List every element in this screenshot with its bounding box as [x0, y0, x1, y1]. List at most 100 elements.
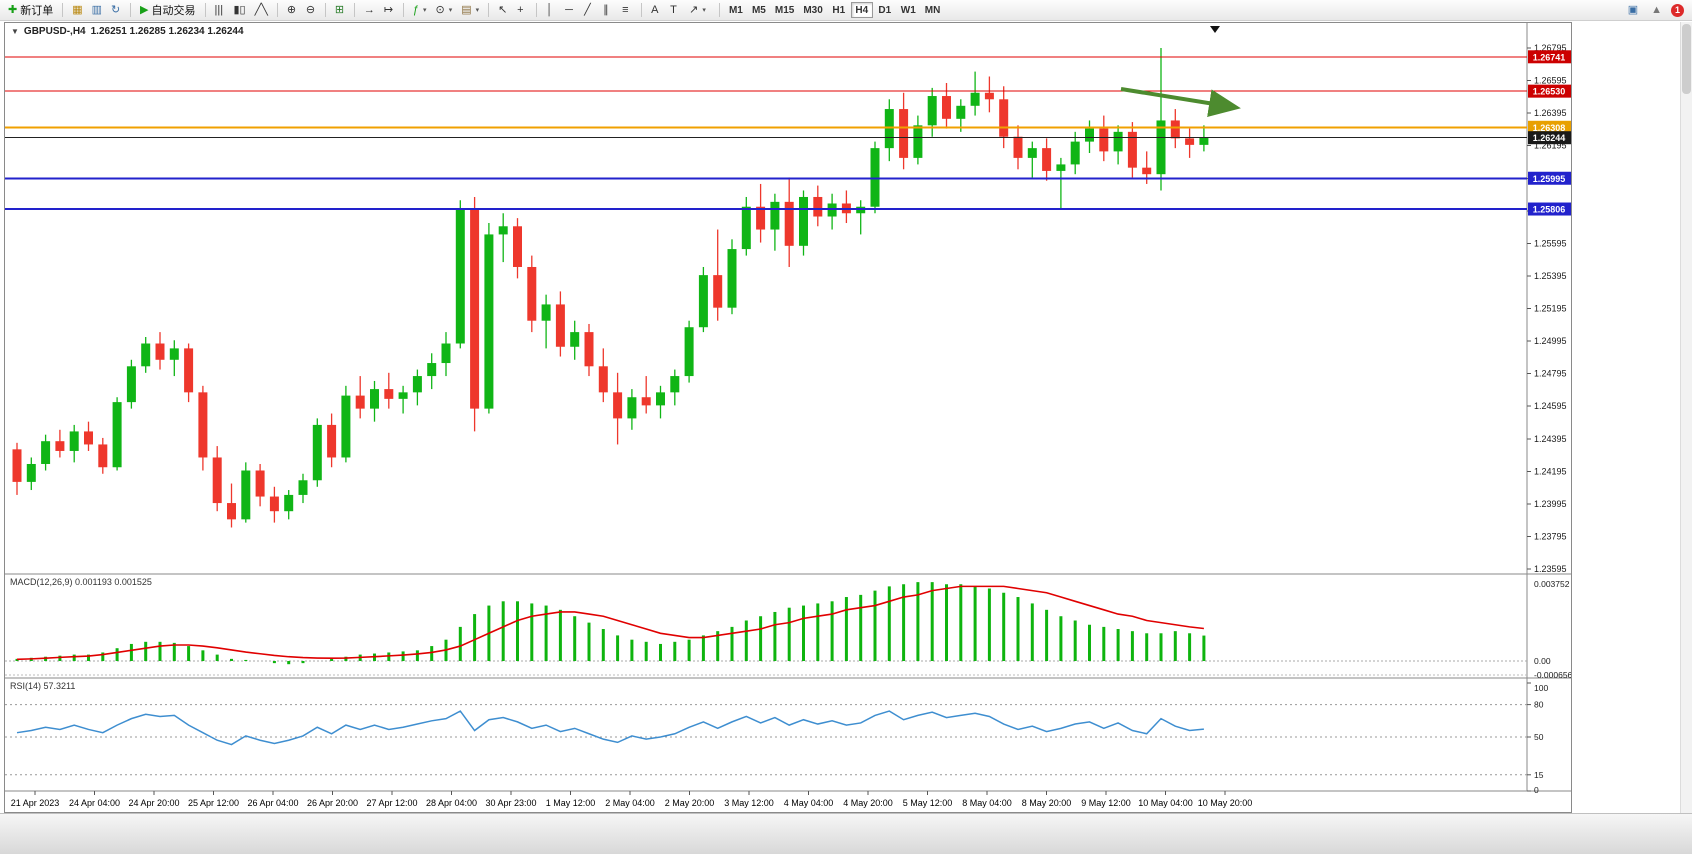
- line-chart-type-button[interactable]: ╱╲: [251, 1, 272, 19]
- profiles-button[interactable]: ▥: [88, 1, 106, 19]
- price-badge: [1528, 84, 1571, 98]
- arrows-button[interactable]: ↗ ▾: [685, 1, 710, 19]
- crosshair-button[interactable]: +: [513, 1, 531, 19]
- panel-toggle-button[interactable]: ▣: [1624, 1, 1642, 19]
- toolbar-separator: [62, 3, 64, 17]
- symbol-title: GBPUSD-,H4: [23, 26, 86, 37]
- macd-axis-label: -0.000656: [1534, 670, 1571, 680]
- price-badge-label: 1.25995: [1533, 174, 1566, 184]
- toolbar-separator: [204, 3, 206, 17]
- new-order-button[interactable]: ✚ 新订单: [4, 1, 57, 19]
- text-label-button[interactable]: T: [666, 1, 684, 19]
- timeframe-m15-button[interactable]: M15: [771, 2, 798, 18]
- price-tick-label: 1.24795: [1534, 369, 1567, 379]
- timeframe-h4-button[interactable]: H4: [850, 2, 873, 18]
- candle-bullish: [169, 348, 179, 360]
- candle-bearish: [384, 389, 394, 399]
- alerts-button[interactable]: ▲: [1647, 1, 1666, 19]
- candle-bullish: [412, 376, 422, 393]
- cursor-button[interactable]: ↖: [494, 1, 512, 19]
- candle-bullish: [1199, 137, 1209, 145]
- fibonacci-button[interactable]: ≡: [618, 1, 636, 19]
- templates-caret-icon[interactable]: ▾: [475, 7, 480, 14]
- line-chart-type-icon: ╱╲: [254, 3, 268, 16]
- trendline-button[interactable]: ╱: [580, 1, 598, 19]
- time-tick-label: 3 May 12:00: [724, 798, 774, 808]
- scrollbar-thumb[interactable]: [1682, 24, 1691, 94]
- candle-bearish: [470, 209, 480, 409]
- time-tick-label: 26 Apr 04:00: [247, 798, 298, 808]
- status-strip: [0, 813, 1692, 854]
- candle-bullish: [1056, 164, 1066, 171]
- charts-icon: ▦: [72, 3, 83, 16]
- indicators-button[interactable]: ƒ ▾: [409, 1, 431, 19]
- timeframe-mn-button[interactable]: MN: [921, 2, 945, 18]
- macd-axis-label: 0.00: [1534, 656, 1551, 666]
- price-tick-label: 1.23995: [1534, 499, 1567, 509]
- refresh-button[interactable]: ↻: [107, 1, 125, 19]
- time-tick-label: 28 Apr 04:00: [426, 798, 477, 808]
- symbol-header: ▼ GBPUSD-,H4 1.26251 1.26285 1.26234 1.2…: [11, 26, 244, 37]
- chart-shift-button[interactable]: ↦: [380, 1, 398, 19]
- chart-canvas[interactable]: 1.267951.265951.263951.261951.259951.257…: [5, 23, 1571, 812]
- candle-bullish: [884, 109, 894, 149]
- candle-bearish: [327, 424, 337, 458]
- candle-bearish: [1170, 120, 1180, 139]
- price-badge-label: 1.26308: [1533, 123, 1566, 133]
- periods-caret-icon[interactable]: ▾: [448, 7, 453, 14]
- zoom-out-button[interactable]: ⊖: [302, 1, 320, 19]
- charts-button[interactable]: ▦: [68, 1, 86, 19]
- candle-bullish: [427, 363, 437, 377]
- chart-area[interactable]: 1.267951.265951.263951.261951.259951.257…: [4, 22, 1572, 813]
- candle-bullish: [141, 343, 151, 367]
- vertical-scrollbar[interactable]: [1680, 22, 1692, 813]
- candle-bearish: [1099, 128, 1109, 152]
- arrows-caret-icon[interactable]: ▾: [702, 7, 706, 14]
- price-badge-label: 1.25806: [1533, 205, 1566, 215]
- bar-chart-type-button[interactable]: |||: [211, 1, 229, 19]
- timeframe-d1-button[interactable]: D1: [874, 2, 896, 18]
- candlestick-type-icon: ▮▯: [233, 3, 246, 16]
- zoom-in-button[interactable]: ⊕: [283, 1, 301, 19]
- toolbar-separator: [324, 3, 326, 17]
- auto-scroll-button[interactable]: →: [360, 1, 379, 19]
- arrows-icon: ↗: [689, 3, 699, 16]
- candle-bullish: [927, 96, 937, 126]
- candle-bearish: [584, 332, 594, 367]
- templates-button[interactable]: ▤ ▾: [457, 1, 483, 19]
- candle-bearish: [756, 206, 766, 230]
- profiles-icon: ▥: [91, 3, 103, 16]
- tile-windows-button[interactable]: ⊞: [331, 1, 349, 19]
- timeframe-m30-button[interactable]: M30: [799, 2, 826, 18]
- timeframe-m1-button[interactable]: M1: [725, 2, 747, 18]
- panel-toggle-icon: ▣: [1627, 3, 1639, 16]
- toolbar-separator: [536, 3, 538, 17]
- periods-button[interactable]: ⊙ ▾: [432, 1, 457, 19]
- vertical-line-button[interactable]: │: [542, 1, 560, 19]
- fibonacci-icon: ≡: [622, 3, 629, 16]
- notification-badge[interactable]: 1: [1671, 3, 1684, 17]
- auto-trading-button[interactable]: ▶ 自动交易: [136, 1, 199, 19]
- candle-bullish: [241, 470, 251, 520]
- text-button[interactable]: A: [647, 1, 665, 19]
- price-tick-label: 1.24595: [1534, 401, 1567, 411]
- timeframe-w1-button[interactable]: W1: [897, 2, 920, 18]
- time-tick-label: 25 Apr 12:00: [188, 798, 239, 808]
- candle-bullish: [1027, 148, 1037, 158]
- horizontal-line-button[interactable]: ─: [561, 1, 579, 19]
- candle-bearish: [198, 392, 208, 458]
- indicators-caret-icon[interactable]: ▾: [422, 7, 427, 14]
- timeframe-h1-button[interactable]: H1: [828, 2, 850, 18]
- text-icon: A: [651, 3, 659, 16]
- equidistant-channel-button[interactable]: ∥: [599, 1, 617, 19]
- price-tick-label: 1.25595: [1534, 238, 1567, 248]
- macd-indicator-label: MACD(12,26,9) 0.001193 0.001525: [10, 577, 152, 587]
- candle-bearish: [255, 470, 265, 497]
- candle-bearish: [1013, 136, 1023, 158]
- timeframe-m5-button[interactable]: M5: [748, 2, 770, 18]
- refresh-icon: ↻: [111, 3, 121, 16]
- price-badge-label: 1.26244: [1533, 133, 1566, 143]
- candle-bullish: [370, 389, 379, 409]
- candle-bearish: [713, 275, 723, 308]
- candlestick-type-button[interactable]: ▮▯: [230, 1, 250, 19]
